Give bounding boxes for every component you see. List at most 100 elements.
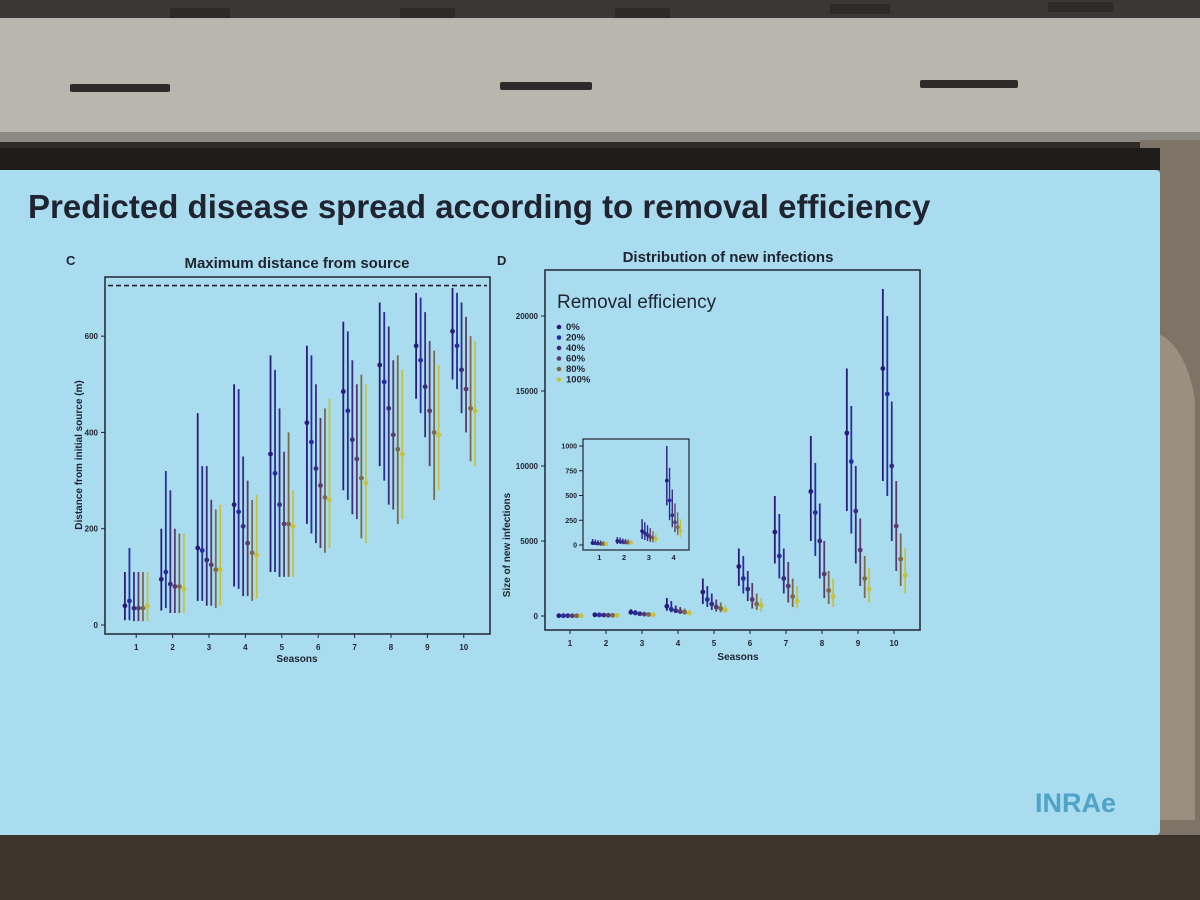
panel-c-point bbox=[304, 420, 310, 426]
panel-d-x-tick-label: 5 bbox=[712, 639, 717, 648]
inset-y-tick-label: 0 bbox=[573, 543, 577, 550]
inset-point bbox=[673, 520, 677, 525]
panel-d-point bbox=[776, 553, 782, 559]
panel-d-point bbox=[758, 603, 764, 608]
inset-point bbox=[640, 529, 644, 534]
legend-entry-label: 60% bbox=[566, 354, 586, 365]
inset-point bbox=[642, 531, 647, 536]
panel-c-point bbox=[167, 581, 173, 587]
panel-c-point bbox=[286, 521, 291, 527]
panel-c-x-axis-label: Seasons bbox=[276, 654, 318, 665]
panel-d-point bbox=[826, 588, 832, 593]
panel-c-point bbox=[176, 584, 182, 589]
legend-swatch bbox=[556, 356, 562, 361]
panel-c-point bbox=[450, 328, 455, 334]
panel-c-point bbox=[140, 605, 146, 611]
panel-c-point bbox=[236, 509, 242, 515]
legend-entry-label: 20% bbox=[566, 333, 586, 344]
inset-point bbox=[590, 541, 595, 545]
panel-c-point bbox=[399, 451, 405, 457]
inrae-logo: INRAe bbox=[1035, 788, 1117, 818]
panel-d-point bbox=[709, 601, 715, 607]
panel-d-point bbox=[668, 606, 674, 612]
panel-d-marks bbox=[556, 289, 908, 619]
panel-c-point bbox=[390, 432, 396, 438]
panel-d-point bbox=[650, 612, 656, 618]
panel-c-point bbox=[377, 362, 383, 368]
panel-d-point bbox=[893, 523, 899, 529]
inset-frame bbox=[582, 438, 690, 551]
inset-x-tick-label: 1 bbox=[597, 553, 601, 562]
panel-c-point bbox=[354, 456, 360, 462]
panel-c-point bbox=[131, 605, 137, 611]
legend-entry-label: 0% bbox=[566, 322, 580, 333]
panel-c-x-tick-label: 5 bbox=[280, 643, 285, 652]
panel-c-point bbox=[245, 540, 251, 546]
panel-c-point bbox=[309, 439, 314, 445]
panel-d-x-tick-label: 6 bbox=[748, 639, 753, 648]
panel-c-point bbox=[272, 470, 278, 476]
presentation-slide: Predicted disease spread according to re… bbox=[0, 170, 1160, 835]
panel-d-point bbox=[704, 597, 710, 602]
panel-d-point bbox=[574, 613, 580, 619]
panel-d-point bbox=[902, 573, 908, 578]
panel-d-point bbox=[749, 597, 755, 602]
panel-c-point bbox=[136, 605, 141, 611]
panel-d-point bbox=[790, 594, 796, 599]
panel-d-x-tick-label: 2 bbox=[604, 639, 609, 648]
panel-d-point bbox=[578, 613, 584, 619]
panel-d-y-tick-label: 20000 bbox=[516, 312, 539, 321]
panel-c-point bbox=[195, 545, 201, 551]
legend-entry-label: 80% bbox=[566, 364, 586, 375]
panel-d-x-tick-label: 9 bbox=[856, 639, 861, 648]
panel-c-point bbox=[122, 603, 128, 609]
panel-d-y-tick-label: 15000 bbox=[516, 387, 539, 396]
panel-c-point bbox=[413, 343, 419, 349]
panel-d-point bbox=[565, 613, 571, 619]
panel-d-point bbox=[596, 612, 602, 618]
legend-swatch bbox=[556, 335, 562, 340]
panel-d-point bbox=[794, 598, 800, 604]
panel-d-point bbox=[821, 571, 827, 577]
panel-c-title: Maximum distance from source bbox=[184, 255, 409, 272]
inset-point bbox=[629, 540, 633, 545]
panel-d-point bbox=[884, 391, 890, 397]
panel-c-point bbox=[204, 557, 210, 563]
legend-swatch bbox=[556, 377, 562, 382]
panel-c-y-tick-label: 400 bbox=[85, 428, 99, 437]
inset-point bbox=[667, 498, 672, 503]
panel-c-chart: C Maximum distance from source Distance … bbox=[66, 253, 491, 665]
panel-d-label: D bbox=[497, 253, 506, 268]
panel-c-point bbox=[472, 408, 478, 414]
panel-c-point bbox=[463, 386, 469, 392]
panel-d-x-tick-label: 4 bbox=[676, 639, 681, 648]
inset-point bbox=[598, 541, 603, 546]
legend-entry-label: 100% bbox=[566, 375, 591, 386]
legend-entries: 0%20%40%60%80%100% bbox=[556, 322, 591, 386]
panel-c-point bbox=[181, 586, 187, 592]
panel-d-point bbox=[614, 613, 620, 618]
panel-c-point bbox=[249, 550, 255, 556]
panel-d-point bbox=[569, 613, 575, 619]
panel-d-point bbox=[848, 459, 854, 464]
panel-c-point bbox=[158, 576, 164, 582]
legend-swatch bbox=[556, 324, 562, 330]
panel-c-point bbox=[422, 384, 428, 390]
panel-c-x-tick-label: 7 bbox=[352, 643, 357, 652]
legend-swatch bbox=[556, 366, 562, 372]
panel-d-point bbox=[637, 611, 643, 617]
panel-c-point bbox=[345, 408, 351, 414]
panel-d-point bbox=[722, 607, 728, 613]
inset-point bbox=[664, 478, 669, 483]
panel-c-point bbox=[208, 562, 214, 568]
legend-entry-label: 40% bbox=[566, 343, 586, 354]
panel-d-point bbox=[889, 463, 895, 469]
panel-d-point bbox=[641, 611, 647, 617]
panel-d-point bbox=[754, 601, 760, 607]
panel-d-title: Distribution of new infections bbox=[623, 249, 834, 266]
panel-c-point bbox=[281, 521, 287, 527]
panel-d-x-tick-label: 7 bbox=[784, 639, 789, 648]
legend-swatch bbox=[556, 345, 562, 351]
panel-c-y-axis-label: Distance from initial source (m) bbox=[74, 380, 85, 529]
ceiling-lights bbox=[70, 2, 1113, 92]
